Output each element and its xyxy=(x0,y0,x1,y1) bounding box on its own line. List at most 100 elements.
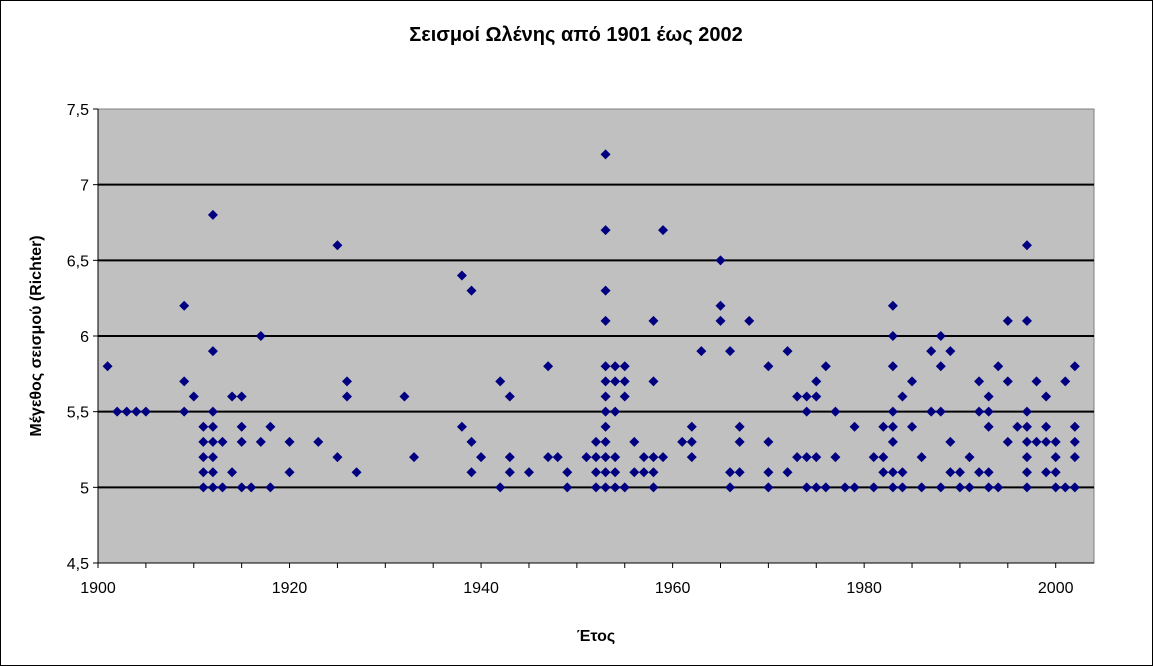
data-point xyxy=(887,482,898,493)
x-axis-label: Έτος xyxy=(577,628,615,645)
data-point xyxy=(1002,436,1013,447)
data-point xyxy=(974,376,985,387)
data-point xyxy=(504,467,515,478)
data-point xyxy=(600,391,611,402)
data-point xyxy=(878,467,889,478)
data-point xyxy=(926,406,937,417)
data-point xyxy=(983,421,994,432)
data-point xyxy=(495,482,506,493)
data-point xyxy=(830,452,841,463)
chart-title: Σεισμοί Ωλένης από 1901 έως 2002 xyxy=(409,24,743,46)
data-point xyxy=(935,406,946,417)
data-point xyxy=(600,376,611,387)
data-point xyxy=(610,361,621,372)
data-point xyxy=(581,452,592,463)
data-point xyxy=(830,406,841,417)
data-point xyxy=(342,376,352,387)
data-point xyxy=(332,452,343,463)
data-point xyxy=(887,421,898,432)
data-point xyxy=(198,482,209,493)
data-point xyxy=(887,300,898,311)
data-point xyxy=(849,482,860,493)
data-point xyxy=(820,482,831,493)
data-point xyxy=(198,452,209,463)
x-axis-ticks: 1900 1920 1940 1960 1980 2000 xyxy=(80,563,1074,597)
data-point xyxy=(265,421,276,432)
data-point xyxy=(1050,436,1061,447)
data-point xyxy=(907,421,918,432)
data-point xyxy=(801,482,812,493)
data-point xyxy=(591,482,601,493)
data-point xyxy=(600,315,611,326)
data-point xyxy=(725,346,736,357)
y-tick-label: 7 xyxy=(80,178,89,195)
data-point xyxy=(734,467,745,478)
data-point xyxy=(207,467,218,478)
data-point xyxy=(840,482,850,493)
data-point xyxy=(974,406,985,417)
data-point xyxy=(619,482,630,493)
data-point xyxy=(466,467,477,478)
data-point xyxy=(744,315,755,326)
data-point xyxy=(792,452,803,463)
data-point xyxy=(916,482,927,493)
data-point xyxy=(1002,376,1013,387)
data-point xyxy=(246,482,257,493)
data-point xyxy=(1021,315,1032,326)
data-point xyxy=(964,482,975,493)
data-point xyxy=(543,452,554,463)
data-point xyxy=(619,361,630,372)
data-point xyxy=(782,467,793,478)
data-point xyxy=(677,436,688,447)
data-point xyxy=(945,436,956,447)
data-point xyxy=(983,467,994,478)
data-point xyxy=(591,467,601,478)
data-point xyxy=(217,436,228,447)
data-point xyxy=(217,482,228,493)
data-point xyxy=(399,391,410,402)
data-point xyxy=(284,436,295,447)
data-point xyxy=(945,346,956,357)
data-point xyxy=(734,421,745,432)
x-tick-label: 1920 xyxy=(272,580,308,597)
y-tick-label: 5 xyxy=(80,480,89,497)
data-point xyxy=(1021,452,1032,463)
data-point xyxy=(715,300,726,311)
data-point xyxy=(562,482,573,493)
data-point xyxy=(993,361,1004,372)
data-point xyxy=(523,467,534,478)
data-point xyxy=(792,391,803,402)
data-point xyxy=(1050,467,1061,478)
data-point xyxy=(1021,240,1032,251)
data-point xyxy=(591,452,601,463)
data-point xyxy=(648,376,659,387)
data-point xyxy=(1031,376,1042,387)
data-point xyxy=(629,467,640,478)
data-point xyxy=(140,406,151,417)
data-point xyxy=(629,436,640,447)
data-point xyxy=(179,376,190,387)
data-point xyxy=(207,436,218,447)
y-tick-label: 4,5 xyxy=(67,556,89,573)
data-point xyxy=(188,391,199,402)
data-point xyxy=(543,361,554,372)
data-point xyxy=(1021,482,1032,493)
data-point xyxy=(935,361,946,372)
data-point xyxy=(1069,452,1080,463)
data-point xyxy=(198,436,209,447)
data-point xyxy=(504,452,515,463)
data-point xyxy=(600,436,611,447)
data-point xyxy=(725,482,736,493)
data-point xyxy=(801,452,812,463)
data-point xyxy=(897,391,908,402)
data-point xyxy=(313,436,324,447)
y-tick-label: 6 xyxy=(80,329,89,346)
data-point xyxy=(198,421,209,432)
data-point xyxy=(1069,361,1080,372)
data-point xyxy=(715,315,726,326)
data-point xyxy=(495,376,506,387)
data-point xyxy=(600,421,611,432)
data-point xyxy=(198,467,209,478)
x-tick-label: 1960 xyxy=(655,580,691,597)
